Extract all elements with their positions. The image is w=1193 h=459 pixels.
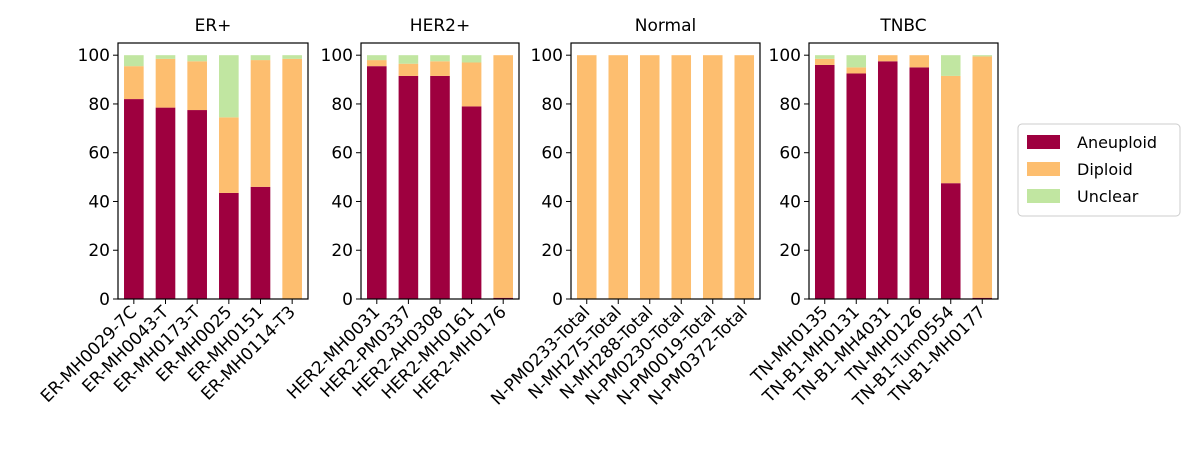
bar-segment-unclear xyxy=(282,55,302,59)
y-tick-label: 20 xyxy=(331,241,353,261)
bar-segment-aneuploid xyxy=(367,66,387,299)
bar-segment-diploid xyxy=(282,58,302,299)
bar-segment-diploid xyxy=(639,55,660,299)
bar-segment-diploid xyxy=(219,117,239,193)
bar-segment-diploid xyxy=(398,63,419,76)
panel-0: ER-MH0029-7CER-MH0043-TER-MH0173-TER-MH0… xyxy=(37,16,309,407)
bar-segment-unclear xyxy=(814,55,835,59)
y-tick-label: 20 xyxy=(541,241,563,261)
y-tick-label: 0 xyxy=(99,290,110,310)
bar-segment-aneuploid xyxy=(124,99,144,299)
axes-frame xyxy=(117,42,309,300)
bar-segment-diploid xyxy=(671,55,692,299)
panel-title: HER2+ xyxy=(410,16,470,36)
bar-segment-diploid xyxy=(250,60,271,187)
y-tick-label: 40 xyxy=(779,192,801,212)
bar-segment-unclear xyxy=(430,55,450,62)
bar-segment-aneuploid xyxy=(461,106,482,299)
y-tick-label: 0 xyxy=(552,290,563,310)
bar-segment-aneuploid xyxy=(846,73,867,299)
panel-title: ER+ xyxy=(195,16,232,36)
axes-frame xyxy=(360,42,520,300)
bar-segment-aneuploid xyxy=(398,75,419,299)
bar-segment-aneuploid xyxy=(814,64,835,299)
y-tick-label: 40 xyxy=(331,192,353,212)
legend-swatch-diploid xyxy=(1027,162,1060,176)
y-tick-label: 100 xyxy=(78,46,110,66)
bar-segment-aneuploid xyxy=(940,183,961,299)
y-tick-label: 60 xyxy=(88,144,110,164)
legend-label-unclear: Unclear xyxy=(1077,187,1139,206)
bar-segment-aneuploid xyxy=(250,186,271,299)
bar-segment-aneuploid xyxy=(430,75,450,299)
bar-segment-aneuploid xyxy=(155,107,176,299)
bar-segment-unclear xyxy=(124,55,144,67)
y-tick-label: 100 xyxy=(769,46,801,66)
legend-label-aneuploid: Aneuploid xyxy=(1077,133,1157,152)
y-tick-label: 80 xyxy=(331,95,353,115)
y-tick-label: 0 xyxy=(790,290,801,310)
bar-segment-diploid xyxy=(576,55,597,299)
y-tick-label: 80 xyxy=(88,95,110,115)
bar-segment-aneuploid xyxy=(493,297,513,299)
bar-segment-diploid xyxy=(846,67,867,74)
bar-segment-diploid xyxy=(367,60,387,67)
bar-segment-unclear xyxy=(398,55,419,64)
bar-segment-diploid xyxy=(124,66,144,100)
legend-swatch-aneuploid xyxy=(1027,135,1060,149)
bar-segment-aneuploid xyxy=(219,192,239,299)
y-tick-label: 0 xyxy=(342,290,353,310)
bar-segment-diploid xyxy=(972,56,993,298)
legend: Aneuploid Diploid Unclear xyxy=(1017,123,1181,217)
bar-segment-unclear xyxy=(461,55,482,63)
bar-segment-unclear xyxy=(367,55,387,61)
bar-segment-diploid xyxy=(493,55,513,298)
bar-segment-unclear xyxy=(250,55,271,61)
bar-segment-diploid xyxy=(877,55,898,62)
y-tick-label: 20 xyxy=(779,241,801,261)
y-tick-label: 100 xyxy=(321,46,353,66)
bar-segment-aneuploid xyxy=(877,61,898,299)
axes-frame xyxy=(808,42,999,300)
bar-segment-unclear xyxy=(187,55,207,62)
bar-segment-diploid xyxy=(814,58,835,65)
bar-segment-aneuploid xyxy=(972,297,993,299)
bar-segment-diploid xyxy=(187,61,207,111)
legend-label-diploid: Diploid xyxy=(1077,160,1133,179)
bar-segment-unclear xyxy=(972,55,993,57)
bar-segment-aneuploid xyxy=(909,67,930,299)
legend-swatch-unclear xyxy=(1027,189,1060,203)
y-tick-label: 60 xyxy=(541,144,563,164)
bar-segment-diploid xyxy=(608,55,629,299)
bar-segment-unclear xyxy=(155,55,176,59)
bar-segment-diploid xyxy=(430,61,450,76)
bar-segment-diploid xyxy=(940,75,961,184)
bar-segment-diploid xyxy=(461,62,482,107)
bar-segment-diploid xyxy=(155,58,176,108)
y-tick-label: 80 xyxy=(541,95,563,115)
bar-segment-unclear xyxy=(846,55,867,68)
panel-title: Normal xyxy=(635,16,697,36)
bar-segment-unclear xyxy=(940,55,961,76)
bar-segment-diploid xyxy=(702,55,723,299)
y-tick-label: 100 xyxy=(531,46,563,66)
y-tick-label: 20 xyxy=(88,241,110,261)
y-tick-label: 40 xyxy=(541,192,563,212)
y-tick-label: 60 xyxy=(779,144,801,164)
y-tick-label: 60 xyxy=(331,144,353,164)
panel-title: TNBC xyxy=(879,16,926,36)
bar-segment-diploid xyxy=(734,55,755,299)
axes-frame xyxy=(570,42,761,300)
y-tick-label: 40 xyxy=(88,192,110,212)
bar-segment-aneuploid xyxy=(187,110,207,299)
bar-segment-unclear xyxy=(219,55,239,118)
bar-segment-diploid xyxy=(909,55,930,68)
y-tick-label: 80 xyxy=(779,95,801,115)
